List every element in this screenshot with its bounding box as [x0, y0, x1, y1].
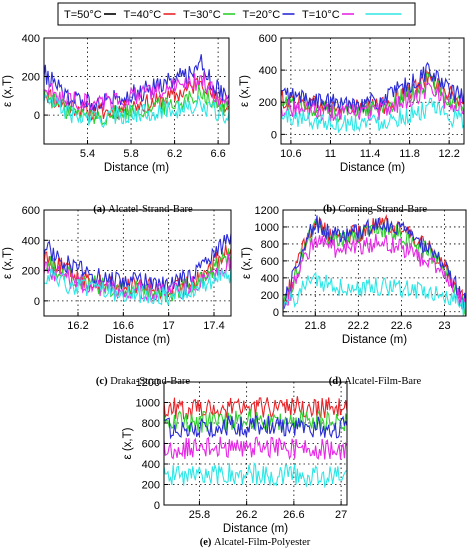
plot-frame: [280, 37, 465, 145]
y-tick-label: 400: [261, 273, 279, 285]
x-tick-label: 22.6: [391, 320, 412, 332]
x-axis-label: Distance (m): [104, 162, 169, 174]
series-line: [44, 233, 231, 293]
y-tick-label: 600: [261, 256, 279, 268]
x-tick-label: 17.4: [203, 320, 224, 332]
x-tick-label: 6.6: [210, 148, 225, 160]
y-tick-label: 400: [259, 65, 277, 77]
y-tick-label: 1200: [136, 377, 160, 389]
chart-panel: 10.6 11 11.4 11.8 12.2 0 200 400 600 Distance (m)…: [239, 33, 465, 215]
x-tick-label: 26.2: [236, 509, 257, 521]
y-tick-label: 800: [142, 418, 160, 430]
series-line: [164, 414, 347, 440]
y-tick-label: 600: [259, 33, 277, 45]
y-axis-label: ε (x,T): [241, 247, 253, 279]
y-tick-label: 400: [142, 459, 160, 471]
plot-frame: [43, 209, 232, 317]
panel-caption: (e) Alcatel-Film-Polyester: [200, 537, 311, 548]
y-tick-label: 1000: [136, 398, 160, 410]
series-line: [44, 253, 231, 303]
x-axis-label: Distance (m): [340, 162, 405, 174]
y-axis-label: ε (x,T): [2, 247, 14, 279]
series-line: [281, 82, 464, 123]
legend-label: T=20°C: [243, 9, 281, 21]
legend-label: T=30°C: [183, 9, 221, 21]
x-tick-label: 10.6: [280, 148, 301, 160]
legend-label: T=50°C: [64, 9, 102, 21]
y-tick-label: 600: [142, 439, 160, 451]
x-axis-label: Distance (m): [342, 334, 407, 346]
chart-panel: 25.8 26.2 26.6 27 0 200 400 600 800 1000 1200 Dista…: [122, 377, 348, 548]
x-tick-label: 5.4: [80, 148, 95, 160]
y-tick-label: 200: [261, 290, 279, 302]
x-tick-label: 11.4: [360, 148, 381, 160]
series-line: [283, 218, 466, 316]
series-line: [283, 271, 466, 316]
plot-frame: [43, 37, 230, 145]
series-line: [281, 97, 464, 134]
y-tick-label: 0: [34, 110, 40, 122]
y-tick-label: 0: [154, 500, 160, 512]
y-tick-label: 0: [271, 129, 277, 141]
plot-frame: [282, 209, 467, 317]
series-line: [44, 268, 231, 306]
y-tick-label: 200: [142, 480, 160, 492]
y-tick-label: 200: [22, 266, 40, 278]
chart-panel: 16.2 16.6 17 17.4 0 200 400 600 Distance (m) ε (x…: [2, 205, 232, 387]
y-tick-label: 800: [261, 239, 279, 251]
y-tick-label: 0: [273, 307, 279, 319]
y-tick-label: 0: [34, 296, 40, 308]
y-axis-label: ε (x,T): [122, 427, 134, 459]
legend-box: [57, 2, 416, 26]
y-tick-label: 600: [22, 205, 40, 217]
series-line: [283, 215, 466, 312]
y-tick-label: 400: [22, 33, 40, 45]
series-line: [164, 462, 347, 489]
x-tick-label: 25.8: [189, 509, 210, 521]
y-axis-label: ε (x,T): [239, 75, 251, 107]
y-tick-label: 400: [22, 235, 40, 247]
series-line: [164, 436, 347, 461]
x-tick-label: 23: [438, 320, 450, 332]
series-line: [281, 70, 464, 116]
x-tick-label: 6.2: [167, 148, 182, 160]
x-tick-label: 17: [163, 320, 175, 332]
series-line: [283, 233, 466, 315]
x-tick-label: 26.6: [283, 509, 304, 521]
series-line: [164, 408, 347, 433]
series-line: [44, 93, 229, 129]
x-tick-label: 16.6: [113, 320, 134, 332]
y-tick-label: 200: [259, 97, 277, 109]
x-tick-label: 22.2: [348, 320, 369, 332]
x-tick-label: 11.8: [399, 148, 420, 160]
x-tick-label: 21.8: [305, 320, 326, 332]
y-tick-label: 1200: [255, 205, 279, 217]
x-tick-label: 27: [335, 509, 347, 521]
chart-panel: 21.8 22.2 22.6 23 0 200 400 600 800 1000 1200 Dista…: [241, 205, 467, 387]
x-axis-label: Distance (m): [223, 523, 288, 535]
y-tick-label: 1000: [255, 222, 279, 234]
x-tick-label: 11: [325, 148, 336, 160]
y-axis-label: ε (x,T): [2, 75, 14, 107]
series-line: [44, 71, 229, 112]
y-tick-label: 200: [22, 72, 40, 84]
x-tick-label: 12.2: [438, 148, 459, 160]
panel-caption: (c) Draka-Strand-Bare: [96, 376, 190, 387]
x-tick-label: 5.8: [123, 148, 138, 160]
legend: T=50°C T=40°C T=30°C T=20°C T=10°C: [57, 2, 416, 26]
x-axis-label: Distance (m): [105, 334, 170, 346]
legend-label: T=40°C: [124, 9, 162, 21]
legend-label: T=10°C: [302, 9, 340, 21]
x-tick-label: 16.2: [67, 320, 88, 332]
